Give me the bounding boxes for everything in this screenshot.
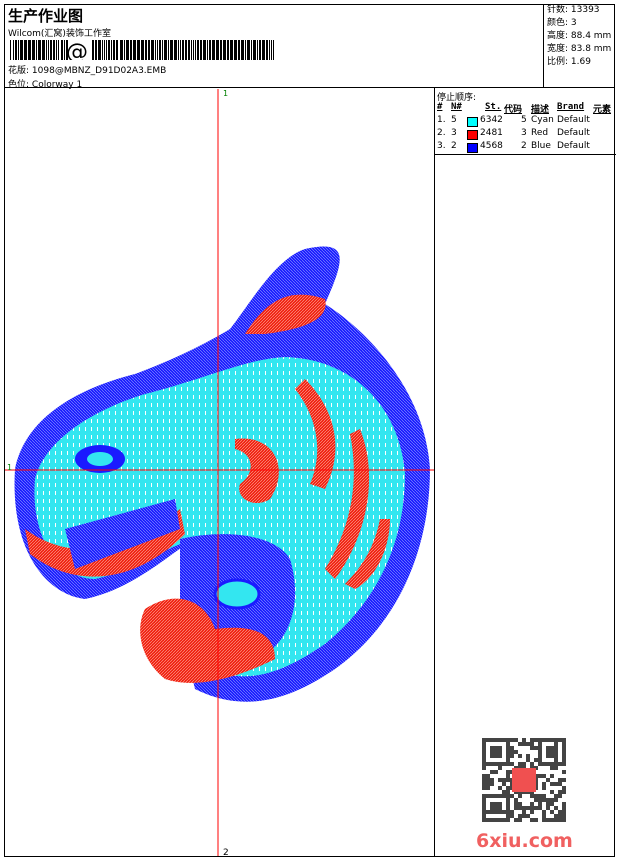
row-description: Cyan — [531, 115, 554, 125]
axis-label-left: 1 — [7, 463, 12, 472]
teeth-grid — [65, 499, 180, 569]
col-code: 代码 — [504, 105, 523, 115]
design-file: 花版: 1098@MBNZ_D91D02A3.EMB — [8, 63, 166, 76]
svg-text:@: @ — [66, 40, 88, 60]
colorway: 色位: Colorway 1 — [8, 77, 82, 90]
col-index: # — [437, 102, 443, 112]
row-needle: 3 — [451, 128, 457, 138]
row-brand: Default — [557, 128, 590, 138]
row-brand: Default — [557, 141, 590, 151]
colorway-label: 色位: — [8, 80, 30, 90]
colorway-value: Colorway 1 — [31, 80, 83, 90]
company-name: Wilcom(汇窝)装饰工作室 — [8, 29, 111, 39]
color-count: 颜色: 3 — [547, 18, 577, 28]
design-width: 宽度: 83.8 mm — [547, 44, 612, 54]
design-canvas: 1 1 2 — [5, 89, 434, 856]
table-row: 2. 3 2481 3 Red Default — [437, 128, 615, 141]
row-needle: 5 — [451, 115, 457, 125]
row-code: 3 — [521, 128, 527, 138]
row-stitches: 2481 — [480, 128, 503, 138]
row-index: 1. — [437, 115, 446, 125]
stitch-count: 针数: 13393 — [547, 5, 600, 15]
row-index: 3. — [437, 141, 446, 151]
watermark-text: 6xiu.com — [476, 830, 573, 852]
lower-red-jaw — [140, 598, 275, 683]
col-needle: N# — [451, 102, 462, 112]
eye-upper-inner — [87, 452, 113, 466]
red-stripe — [325, 429, 370, 579]
table-row: 1. 5 6342 5 Cyan Default — [437, 115, 615, 128]
row-code: 2 — [521, 141, 527, 151]
stop-sequence-caption: 停止顺序: — [437, 93, 477, 103]
page-title: 生产作业图 — [8, 7, 84, 25]
orca-body-fill — [34, 357, 405, 677]
row-description: Red — [531, 128, 549, 138]
col-stitches: St. — [485, 102, 502, 112]
row-needle: 2 — [451, 141, 457, 151]
color-swatch — [467, 130, 478, 140]
axis-label-bottom: 2 — [223, 848, 229, 856]
row-description: Blue — [531, 141, 551, 151]
table-divider — [435, 154, 616, 155]
dorsal-fin-red — [245, 294, 326, 334]
row-stitches: 4568 — [480, 141, 503, 151]
header: 生产作业图 Wilcom(汇窝)装饰工作室 @ 花版: 1098@MBNZ_D9… — [4, 4, 544, 90]
design-value: 1098@MBNZ_D91D02A3.EMB — [31, 66, 167, 76]
row-code: 5 — [521, 115, 527, 125]
col-brand: Brand — [557, 102, 585, 112]
design-height: 高度: 88.4 mm — [547, 31, 612, 41]
eye-lower — [213, 578, 261, 610]
red-stripe — [295, 379, 336, 489]
watermark-logo: 6xiu.com — [476, 738, 578, 852]
col-description: 描述 — [531, 105, 550, 115]
row-brand: Default — [557, 115, 590, 125]
red-mouth — [25, 509, 185, 577]
design-scale: 比例: 1.69 — [547, 57, 591, 67]
red-stripe — [345, 519, 390, 589]
design-label: 花版: — [8, 66, 30, 76]
design-info: 针数: 13393 颜色: 3 高度: 88.4 mm 宽度: 83.8 mm … — [544, 4, 615, 88]
barcode: @ — [10, 40, 274, 60]
row-index: 2. — [437, 128, 446, 138]
row-stitches: 6342 — [480, 115, 503, 125]
color-swatch — [467, 117, 478, 127]
embroidery-design: 1 1 2 — [5, 89, 434, 856]
color-swatch — [467, 143, 478, 153]
page-frame — [4, 4, 615, 857]
col-element: 元素 — [593, 105, 612, 115]
qr-code-icon — [482, 738, 566, 822]
table-row: 3. 2 4568 2 Blue Default — [437, 141, 615, 154]
stop-sequence-panel: 停止顺序: # N# St. 代码 描述 Brand 元素 1. 5 6342 … — [434, 88, 616, 857]
axis-label-top: 1 — [223, 89, 228, 98]
red-cheek — [235, 438, 279, 504]
